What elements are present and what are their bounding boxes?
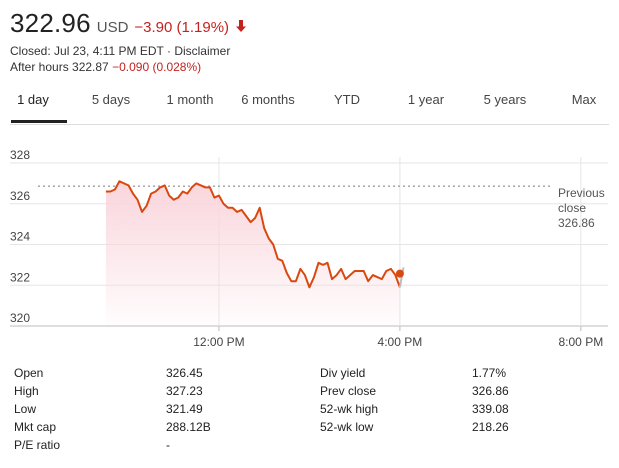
x-tick-label: 4:00 PM: [378, 335, 423, 349]
stat-value: 321.49: [166, 402, 203, 416]
stat-value: 339.08: [472, 402, 509, 416]
stat-label: Open: [14, 366, 44, 380]
stat-value: 218.26: [472, 420, 509, 434]
y-tick-label: 328: [10, 148, 30, 162]
after-hours-change: −0.090 (0.028%): [112, 60, 202, 74]
price-chart[interactable]: 328 326 324 322 320 12:00 PM 4:00 PM 8:00 PM Pre…: [0, 130, 619, 360]
stat-label: Prev close: [320, 384, 377, 398]
previous-close-label: 326.86: [558, 216, 595, 230]
tab-1-day[interactable]: 1 day: [17, 92, 49, 107]
after-hours-label: After hours 322.87: [10, 60, 109, 74]
tabs-divider: [10, 124, 609, 125]
price-area-fill: [105, 181, 400, 326]
previous-close-label: close: [558, 201, 586, 215]
y-tick-label: 320: [10, 311, 30, 325]
x-tick-label: 8:00 PM: [559, 335, 604, 349]
after-hours-line: [398, 267, 405, 288]
tab-6-months[interactable]: 6 months: [241, 92, 295, 107]
stat-value: -: [166, 438, 170, 452]
y-tick-label: 326: [10, 189, 30, 203]
stat-value: 326.45: [166, 366, 203, 380]
arrow-down-icon: [235, 19, 247, 33]
y-tick-label: 324: [10, 230, 30, 244]
stat-value: 1.77%: [472, 366, 507, 380]
tab-1-year[interactable]: 1 year: [407, 92, 445, 107]
closed-text: Closed: Jul 23, 4:11 PM EDT: [10, 44, 164, 58]
separator: ·: [163, 44, 175, 58]
current-price: 322.96: [10, 8, 91, 38]
price-series-line: [105, 180, 401, 289]
stat-label: High: [14, 384, 39, 398]
stat-label: P/E ratio: [14, 438, 61, 452]
tab-5-days[interactable]: 5 days: [91, 92, 131, 107]
stat-value: 288.12B: [166, 420, 211, 434]
stat-label: 52-wk high: [320, 402, 379, 416]
previous-close-label: Previous: [558, 186, 605, 200]
stat-value: 327.23: [166, 384, 203, 398]
range-tabs: 1 day 5 days 1 month 6 months YTD 1 year…: [0, 84, 619, 124]
price-change: −3.90 (1.19%): [134, 19, 230, 36]
active-tab-indicator: [11, 120, 67, 123]
stat-label: 52-wk low: [320, 420, 374, 434]
currency-code: USD: [96, 19, 129, 36]
x-tick-label: 12:00 PM: [193, 335, 244, 349]
tab-5-years[interactable]: 5 years: [483, 92, 527, 107]
quote-header: 322.96 USD −3.90 (1.19%) Closed: Jul 23,…: [10, 8, 247, 75]
y-tick-label: 322: [10, 270, 30, 284]
tab-ytd[interactable]: YTD: [334, 92, 360, 107]
tab-max[interactable]: Max: [571, 92, 597, 107]
last-price-point: [395, 269, 404, 278]
tab-1-month[interactable]: 1 month: [166, 92, 214, 107]
disclaimer-link[interactable]: Disclaimer: [174, 44, 231, 58]
stat-label: Mkt cap: [14, 420, 57, 434]
stat-label: Low: [14, 402, 37, 416]
market-status: Closed: Jul 23, 4:11 PM EDT · Disclaimer: [10, 43, 247, 59]
stat-value: 326.86: [472, 384, 509, 398]
price-line: 322.96 USD −3.90 (1.19%): [10, 8, 247, 39]
stat-label: Div yield: [320, 366, 366, 380]
after-hours: After hours 322.87 −0.090 (0.028%): [10, 59, 247, 75]
